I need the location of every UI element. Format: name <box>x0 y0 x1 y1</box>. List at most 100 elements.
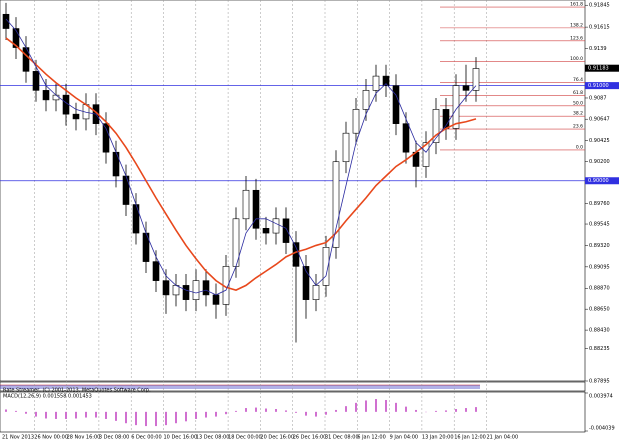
x-tick-label: 26 Nov 00:00 <box>34 435 68 441</box>
candle-body <box>322 247 330 286</box>
moving-average <box>5 37 477 292</box>
macd-bar <box>95 411 97 418</box>
x-tick-label: 13 Dec 08:00 <box>196 435 230 441</box>
candle-body <box>32 71 40 91</box>
macd-bar <box>455 409 457 412</box>
candle-body <box>252 189 260 229</box>
macd-bar <box>85 411 87 418</box>
macd-bar <box>415 409 417 412</box>
macd-bar <box>285 410 287 412</box>
x-tick-label: 18 Dec 00:00 <box>228 435 262 441</box>
candle-body <box>422 142 430 167</box>
candle-body <box>382 75 390 86</box>
candle-body <box>342 132 350 163</box>
candle-body <box>132 204 140 234</box>
moving-average <box>5 18 477 296</box>
macd-bar <box>25 411 27 414</box>
indicator-label: Rate Streamer, (C) 2001-2013, MetaQuotes… <box>3 388 151 394</box>
candle-body <box>312 285 320 300</box>
x-tick-label: 10 Dec 16:00 <box>164 435 198 441</box>
macd-bar <box>265 408 267 412</box>
y-tick-label: 0.87895 <box>589 379 610 385</box>
y-tick-label: 0.88430 <box>589 328 610 334</box>
candle-body <box>332 161 340 248</box>
macd-bar <box>155 411 157 427</box>
x-tick-label: 3 Dec 08:00 <box>99 435 129 441</box>
candle-body <box>242 189 250 220</box>
macd-bar <box>245 408 247 412</box>
y-tick-label: 0.88235 <box>589 346 610 352</box>
macd-bar <box>465 408 467 412</box>
candle-body <box>182 285 190 300</box>
x-tick-label: 28 Nov 16:00 <box>67 435 101 441</box>
y-tick-label: 0.91615 <box>589 25 610 31</box>
candle-body <box>42 90 50 101</box>
fib-label: 38.2 <box>573 111 583 117</box>
candle-body <box>372 75 380 91</box>
fib-label: 50.0 <box>573 100 583 106</box>
macd-bar <box>295 411 297 413</box>
x-tick-label: 16 Jan 12:00 <box>454 435 486 441</box>
macd-bar <box>315 411 317 417</box>
macd-bar <box>305 411 307 416</box>
candle-body <box>162 280 170 296</box>
fib-label: 61.8 <box>573 90 583 96</box>
macd-bar <box>215 411 217 417</box>
y-tick-label: 0.90425 <box>589 138 610 144</box>
macd-bar <box>115 411 117 421</box>
fib-label: 161.8 <box>570 2 583 8</box>
macd-bar <box>445 410 447 412</box>
macd-bar <box>65 411 67 419</box>
macd-bar <box>275 409 277 412</box>
macd-bar <box>185 411 187 422</box>
macd-label: MACD(12,26,9) 0.001558 0.001453 <box>3 394 92 400</box>
macd-bar <box>405 406 407 412</box>
macd-bar <box>5 409 7 412</box>
macd-bar <box>205 411 207 418</box>
candle-body <box>62 94 70 115</box>
macd-bar <box>225 411 227 415</box>
macd-bar <box>435 410 437 412</box>
candle-body <box>462 85 470 91</box>
macd-bar <box>175 411 177 424</box>
macd-bar <box>75 411 77 419</box>
x-tick-label: 6 Jan 12:00 <box>357 435 385 441</box>
y-tick-label: 0.90647 <box>589 117 610 123</box>
macd-bar <box>135 411 137 426</box>
candle-body <box>72 113 80 120</box>
macd-bar <box>55 411 57 419</box>
macd-bar <box>195 411 197 419</box>
candle-body <box>302 266 310 300</box>
candle-body <box>52 94 60 101</box>
macd-bar <box>375 399 377 412</box>
y-tick-label: 0.9139 <box>589 46 607 52</box>
current-price-label: 0.91183 <box>588 66 609 72</box>
candle-body <box>2 13 10 29</box>
candle-body <box>192 280 200 300</box>
y-tick-label: 0.91845 <box>589 3 610 9</box>
candle-body <box>432 109 440 143</box>
price-box-label: 0.91000 <box>588 83 609 89</box>
price-box-label: 0.90000 <box>588 178 609 184</box>
macd-bar <box>385 399 387 412</box>
macd-bar <box>335 409 337 412</box>
macd-bar <box>145 411 147 427</box>
y-tick-label: 0.88650 <box>589 307 610 313</box>
y-tick-label: 0.89320 <box>589 243 610 249</box>
candle-body <box>452 85 460 129</box>
y-tick-label: 0.88870 <box>589 286 610 292</box>
streamer-lines <box>0 385 480 389</box>
macd-tick-label: 0.003974 <box>589 394 613 400</box>
macd-bar <box>255 407 257 412</box>
candle-body <box>362 90 370 110</box>
candle-body <box>152 261 160 281</box>
candle-body <box>112 151 120 177</box>
y-tick-label: 0.9087 <box>589 95 607 101</box>
y-tick-label: 0.89760 <box>589 201 610 207</box>
candle-body <box>402 123 410 153</box>
candle-body <box>122 175 130 205</box>
fib-label: 0.0 <box>576 144 583 150</box>
x-tick-label: 21 Jan 04:00 <box>487 435 519 441</box>
candle-body <box>212 294 220 305</box>
macd-bar <box>345 406 347 412</box>
